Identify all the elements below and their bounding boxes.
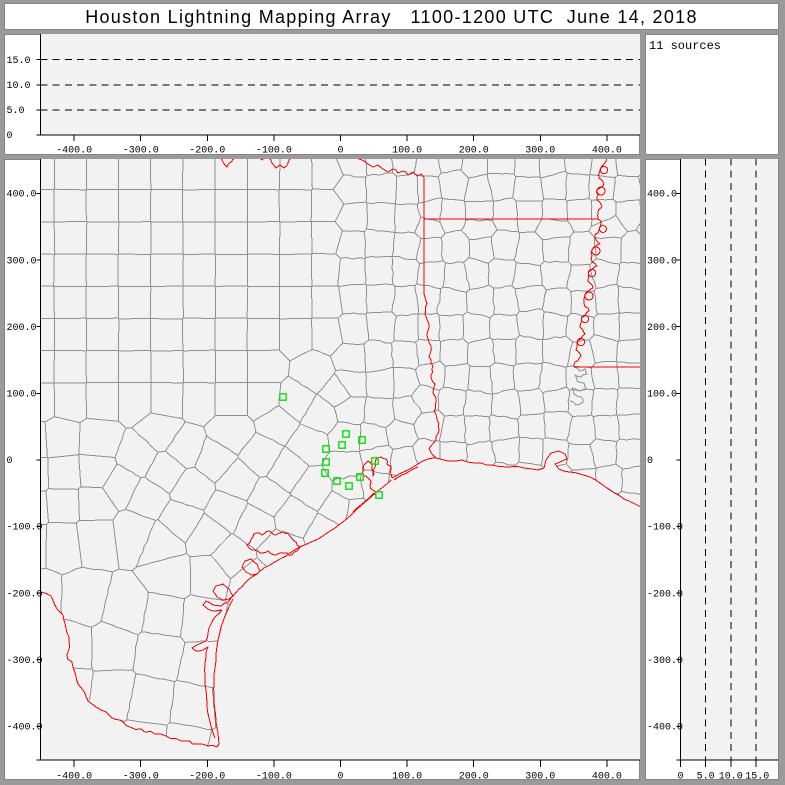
svg-text:-300.0: -300.0: [123, 771, 159, 780]
svg-text:-300.0: -300.0: [123, 146, 159, 156]
svg-text:200.0: 200.0: [459, 771, 489, 780]
svg-text:15.0: 15.0: [7, 56, 31, 67]
svg-text:-100.0: -100.0: [256, 146, 292, 156]
svg-text:200.0: 200.0: [647, 323, 677, 334]
svg-text:-200.0: -200.0: [647, 589, 683, 600]
svg-text:-100.0: -100.0: [7, 523, 43, 534]
svg-text:100.0: 100.0: [647, 390, 677, 401]
svg-text:-200.0: -200.0: [189, 771, 225, 780]
svg-text:-400.0: -400.0: [56, 771, 92, 780]
svg-text:300.0: 300.0: [525, 771, 555, 780]
svg-text:400.0: 400.0: [592, 146, 622, 156]
svg-text:-100.0: -100.0: [256, 771, 292, 780]
svg-text:-200.0: -200.0: [189, 146, 225, 156]
svg-text:0: 0: [337, 771, 343, 780]
svg-text:-300.0: -300.0: [647, 656, 683, 667]
svg-text:100.0: 100.0: [7, 390, 37, 401]
svg-text:0: 0: [7, 456, 13, 467]
svg-text:400.0: 400.0: [592, 771, 622, 780]
svg-text:-200.0: -200.0: [7, 589, 43, 600]
svg-text:0: 0: [337, 146, 343, 156]
svg-text:5.0: 5.0: [697, 771, 715, 780]
svg-text:100.0: 100.0: [392, 771, 422, 780]
svg-text:10.0: 10.0: [7, 81, 31, 92]
svg-text:10.0: 10.0: [719, 771, 743, 780]
svg-text:300.0: 300.0: [525, 146, 555, 156]
svg-text:0: 0: [647, 456, 653, 467]
svg-text:0: 0: [7, 131, 13, 142]
svg-text:5.0: 5.0: [7, 106, 25, 117]
svg-text:-400.0: -400.0: [7, 723, 43, 734]
svg-text:0: 0: [677, 771, 683, 780]
svg-text:200.0: 200.0: [459, 146, 489, 156]
svg-text:400.0: 400.0: [7, 190, 37, 201]
svg-text:400.0: 400.0: [647, 190, 677, 201]
svg-text:300.0: 300.0: [647, 256, 677, 267]
svg-text:300.0: 300.0: [7, 256, 37, 267]
svg-text:15.0: 15.0: [745, 771, 769, 780]
svg-text:-400.0: -400.0: [647, 723, 683, 734]
svg-text:100.0: 100.0: [392, 146, 422, 156]
svg-text:-300.0: -300.0: [7, 656, 43, 667]
svg-text:-100.0: -100.0: [647, 523, 683, 534]
svg-text:-400.0: -400.0: [56, 146, 92, 156]
svg-text:200.0: 200.0: [7, 323, 37, 334]
